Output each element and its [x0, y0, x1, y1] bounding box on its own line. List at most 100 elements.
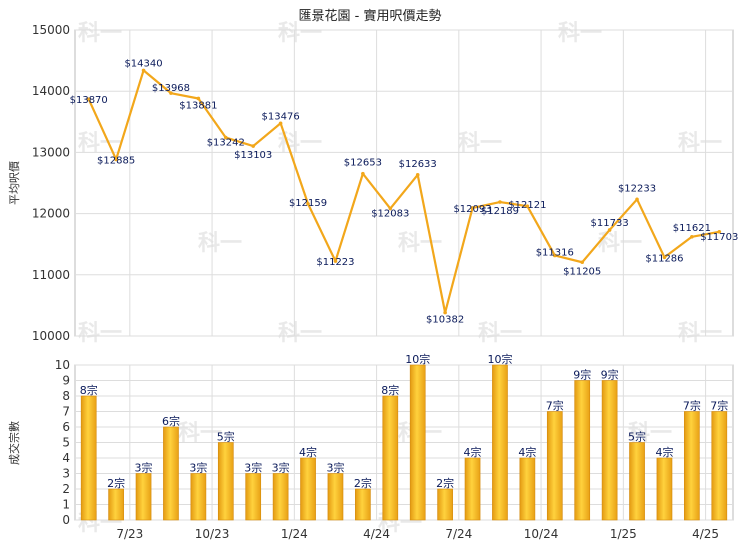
- watermark-5: 科一: [458, 131, 502, 156]
- bar-label-11: 8宗: [381, 383, 399, 397]
- bar-y-tick-0: 0: [62, 513, 70, 527]
- x-tick-label-2: 1/24: [281, 527, 308, 541]
- label-layer: 7/23 10/23 1/24 4/24 7/24 10/24 1/25 4/25 10000 1…: [32, 23, 739, 541]
- bar-y-axis-label: 成交宗數: [7, 421, 21, 465]
- x-tick-label-6: 1/25: [610, 527, 637, 541]
- price-point-4: [196, 96, 201, 101]
- bar-label-5: 5宗: [217, 430, 235, 444]
- price-label-11: $12083: [371, 209, 409, 220]
- bar-1: [108, 488, 124, 521]
- bar-label-7: 3宗: [272, 461, 290, 475]
- price-line: [87, 69, 720, 314]
- bar-label-1: 2宗: [107, 476, 125, 490]
- price-point-8: [306, 202, 310, 206]
- watermark-11: 科一: [278, 321, 322, 346]
- bar-7: [272, 473, 289, 521]
- bar-label-2: 3宗: [135, 461, 153, 475]
- bar-label-15: 10宗: [487, 352, 512, 366]
- bar-16: [519, 457, 536, 521]
- price-label-14: $12093: [453, 204, 491, 215]
- bar-9: [327, 473, 344, 521]
- bar-12: [409, 364, 426, 521]
- watermark-14: 科一: [178, 421, 222, 446]
- price-label-15: $12189: [481, 206, 519, 217]
- line-y-tick-3: 13000: [32, 145, 70, 159]
- x-tick-label-0: 7/23: [116, 527, 143, 541]
- watermark-3: 科一: [78, 131, 122, 156]
- bar-label-6: 3宗: [244, 461, 262, 475]
- bar-label-22: 7宗: [683, 399, 701, 413]
- watermark-1: 科一: [278, 21, 322, 46]
- x-tick-label-1: 10/23: [195, 527, 230, 541]
- bar-label-23: 7宗: [710, 399, 728, 413]
- price-point-3: [169, 91, 173, 95]
- price-point-11: [388, 206, 393, 211]
- bar-y-tick-9: 9: [62, 374, 70, 388]
- bar-y-tick-1: 1: [62, 498, 70, 512]
- bar-3: [163, 426, 179, 521]
- price-point-9: [333, 259, 338, 263]
- price-point-12: [415, 173, 420, 177]
- bar-22: [684, 411, 700, 521]
- bar-15: [492, 364, 508, 521]
- price-label-9: $11223: [316, 257, 354, 268]
- price-point-14: [470, 206, 475, 210]
- chart-title: 匯景花園 - 實用呎價走勢: [299, 8, 442, 24]
- bar-14: [464, 457, 481, 521]
- bar-label-19: 9宗: [601, 368, 619, 382]
- price-label-8: $12159: [289, 198, 327, 209]
- line-y-tick-2: 12000: [32, 207, 70, 221]
- price-label-17: $11316: [536, 247, 574, 258]
- price-label-19: $11733: [591, 218, 629, 229]
- watermark-8: 科一: [398, 231, 442, 256]
- grid-layer: [74, 29, 734, 521]
- watermark-10: 科一: [78, 321, 122, 346]
- price-point-6: [251, 144, 256, 148]
- bar-label-0: 8宗: [80, 383, 98, 397]
- price-point-20: [635, 197, 639, 202]
- bar-23: [711, 411, 728, 521]
- price-point-18: [580, 260, 585, 265]
- bar-8: [300, 457, 316, 521]
- bar-label-14: 4宗: [464, 445, 482, 459]
- bar-18: [574, 380, 591, 521]
- price-point-17: [552, 253, 557, 258]
- price-point-7: [278, 121, 283, 126]
- watermark-16: 科一: [628, 421, 672, 446]
- bar-10: [355, 488, 371, 521]
- price-label-0: $13870: [70, 95, 108, 106]
- price-point-13: [443, 310, 447, 315]
- price-point-16: [525, 204, 530, 208]
- bar-label-17: 7宗: [546, 399, 564, 413]
- price-label-22: $11621: [673, 223, 711, 234]
- bar-label-8: 4宗: [299, 445, 317, 459]
- bar-21: [656, 457, 673, 521]
- bar-label-4: 3宗: [189, 461, 207, 475]
- price-label-20: $12233: [618, 183, 656, 194]
- watermark-12: 科一: [478, 321, 522, 346]
- bar-13: [437, 488, 453, 521]
- price-point-2: [141, 68, 146, 73]
- price-point-23: [717, 229, 722, 234]
- price-label-21: $11286: [645, 253, 683, 264]
- price-label-6: $13103: [234, 150, 272, 161]
- bar-11: [382, 395, 399, 521]
- bar-y-tick-2: 2: [62, 482, 70, 496]
- watermark-2: 科一: [558, 21, 602, 46]
- bar-label-16: 4宗: [518, 445, 536, 459]
- bar-y-tick-8: 8: [62, 389, 70, 403]
- bar-label-21: 4宗: [655, 445, 673, 459]
- price-label-10: $12653: [344, 158, 382, 169]
- price-point-10: [361, 171, 365, 176]
- bar-17: [546, 411, 563, 521]
- price-label-5: $13242: [207, 138, 245, 149]
- price-label-12: $12633: [399, 159, 437, 170]
- x-tick-label-7: 4/25: [692, 527, 719, 541]
- bar-4: [190, 473, 207, 521]
- bar-label-12: 10宗: [405, 352, 430, 366]
- x-tick-label-4: 7/24: [445, 527, 472, 541]
- bar-y-tick-3: 3: [62, 467, 70, 481]
- bar-label-13: 2宗: [436, 476, 454, 490]
- price-point-1: [114, 157, 118, 162]
- bar-label-18: 9宗: [573, 368, 591, 382]
